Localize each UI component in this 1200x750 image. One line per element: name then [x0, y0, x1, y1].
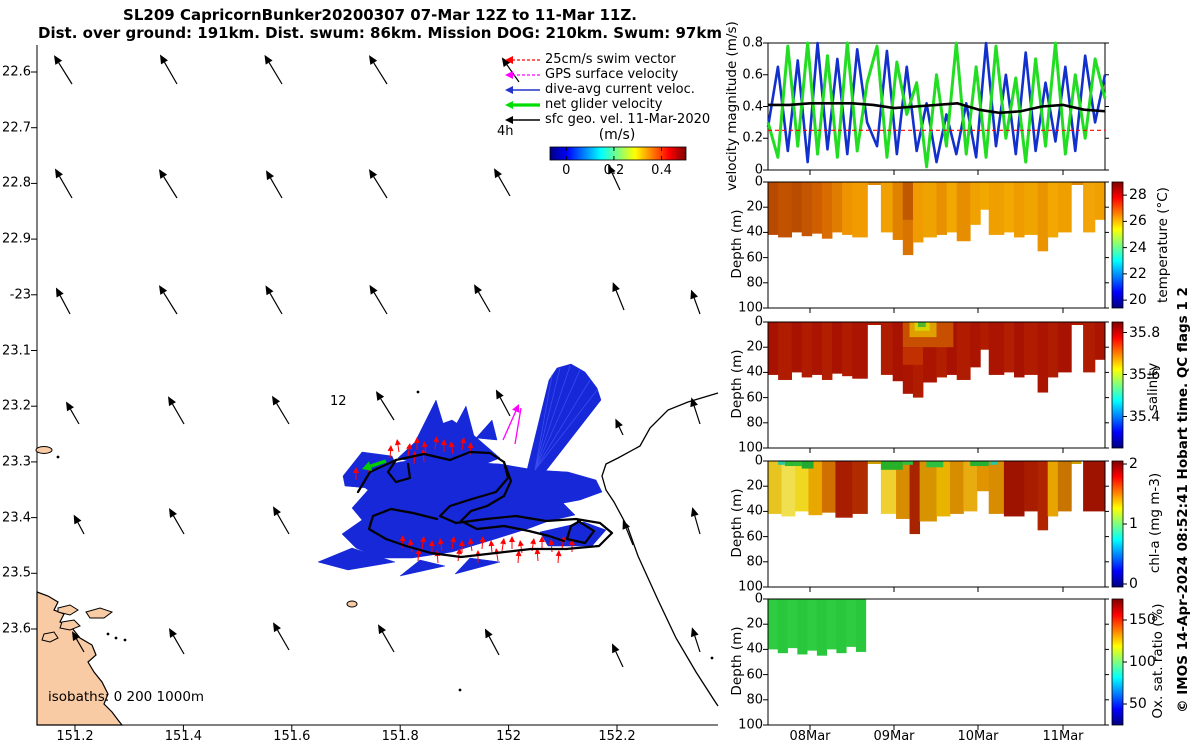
map-colorbar-tick-label: 0.2	[603, 163, 625, 178]
depth-y-tick-label: 60	[746, 529, 763, 545]
legend-item-swim-vector: 25cm/s swim vector	[545, 52, 676, 67]
map-y-tick-label: 23.5	[2, 565, 31, 581]
imos-credit-line: © IMOS 14-Apr-2024 08:52:41 Hobart time.…	[1175, 287, 1191, 713]
depth-y-tick-label: 20	[746, 339, 763, 355]
velocity-y-tick-label: 0.4	[742, 99, 763, 114]
depth-y-tick-label: 80	[746, 275, 763, 291]
colorbar-label-oxygen: Ox. sat. ratio (%)	[1150, 603, 1166, 719]
depth-y-tick-label: 0	[754, 453, 763, 469]
depth-y-tick-label: 0	[754, 174, 763, 190]
colorbar-label-salinity: salinity	[1145, 362, 1161, 412]
depth-y-tick-label: 80	[746, 415, 763, 431]
colorbar-label-temperature: temperature (°C)	[1155, 187, 1171, 303]
map-x-tick-label: 152.2	[598, 729, 636, 744]
date-x-tick-label: 09Mar	[873, 729, 915, 744]
map-colorbar-tick-label: 0	[562, 163, 571, 178]
map-y-tick-label: -23	[9, 287, 31, 303]
map-y-tick-label: 22.6	[2, 64, 31, 80]
waypoint-12-label: 12	[330, 394, 347, 409]
depth-y-tick-label: 20	[746, 616, 763, 632]
depth-y-tick-label: 60	[746, 250, 763, 266]
colorbar-tick-label-oxygen: 100	[1129, 654, 1156, 670]
map-legend-graphics	[505, 56, 687, 161]
map-panel	[31, 45, 719, 731]
colorbar-label-chla: chl-a (mg m-3)	[1147, 472, 1163, 574]
figure-subtitle: Dist. over ground: 191km. Dist. swum: 86…	[38, 24, 722, 42]
colorbar-tick-label-salinity: 35.8	[1129, 324, 1161, 341]
depth-y-tick-label: 40	[746, 364, 763, 380]
colorbar-tick-label-salinity: 35.6	[1129, 366, 1161, 383]
map-y-tick-label: 23.4	[2, 510, 31, 526]
velocity-y-tick-label: 0.8	[742, 35, 763, 51]
map-y-tick-label: 22.7	[2, 120, 31, 136]
velocity-y-tick-label: 0	[754, 162, 763, 178]
figure-title: SL209 CapricornBunker20200307 07-Mar 12Z…	[123, 6, 637, 24]
map-x-tick-label: 152	[496, 729, 522, 744]
depth-ylabel-temperature: Depth (m)	[729, 209, 745, 279]
map-y-tick-label: 23.6	[2, 621, 31, 637]
colorbar-tick-label-temperature: 26	[1129, 213, 1147, 230]
colorbar-tick-label-temperature: 24	[1129, 239, 1147, 256]
velocity-ylabel: velocity magnitude (m/s)	[724, 21, 740, 191]
legend-item-dive-avg: dive-avg current veloc.	[545, 82, 695, 97]
velocity-y-tick-label: 0.2	[742, 130, 763, 146]
legend-item-gps-velocity: GPS surface velocity	[545, 67, 679, 82]
colorbar-tick-label-chla: 0	[1129, 576, 1138, 592]
map-x-tick-label: 151.2	[56, 729, 94, 744]
colorbar-tick-label-salinity: 35.4	[1129, 408, 1161, 425]
map-x-tick-label: 151.8	[381, 729, 419, 744]
depth-ylabel-salinity: Depth (m)	[729, 349, 745, 419]
colorbar-tick-label-oxygen: 50	[1129, 696, 1147, 712]
depth-y-tick-label: 60	[746, 390, 763, 406]
colorbar-tick-label-oxygen: 150	[1129, 612, 1156, 628]
legend-colorbar-title: (m/s)	[598, 127, 636, 143]
colorbar-tick-label-chla: 2	[1129, 456, 1138, 472]
legend-item-net-glider: net glider velocity	[545, 97, 663, 112]
map-y-tick-label: 23.3	[2, 454, 31, 470]
depth-y-tick-label: 40	[746, 503, 763, 519]
depth-y-tick-label: 100	[738, 717, 763, 733]
map-y-tick-label: 23.2	[2, 398, 31, 414]
map-x-tick-label: 151.6	[273, 729, 311, 744]
depth-y-tick-label: 0	[754, 314, 763, 330]
isobaths-label: isobaths: 0 200 1000m	[48, 689, 205, 705]
date-x-tick-label: 11Mar	[1042, 729, 1084, 744]
depth-y-tick-label: 100	[738, 579, 763, 595]
timeseries-panels	[763, 41, 1127, 730]
map-y-tick-label: 23.1	[2, 343, 31, 358]
colorbar-tick-label-temperature: 28	[1129, 187, 1147, 204]
legend-time-label: 4h	[497, 124, 514, 139]
map-y-tick-label: 22.8	[2, 175, 31, 191]
depth-y-tick-label: 40	[746, 224, 763, 240]
colorbar-tick-label-temperature: 22	[1129, 265, 1147, 282]
depth-y-tick-label: 100	[738, 300, 763, 316]
depth-y-tick-label: 100	[738, 440, 763, 456]
velocity-y-tick-label: 0.6	[742, 67, 763, 83]
colorbar-tick-label-chla: 1	[1129, 516, 1138, 532]
depth-y-tick-label: 80	[746, 554, 763, 570]
colorbar-tick-label-temperature: 20	[1129, 292, 1147, 309]
depth-y-tick-label: 60	[746, 667, 763, 683]
map-colorbar-tick-label: 0.4	[651, 163, 672, 178]
depth-y-tick-label: 20	[746, 478, 763, 494]
map-x-tick-label: 151.4	[164, 729, 202, 744]
date-x-tick-label: 10Mar	[957, 729, 999, 744]
date-x-tick-label: 08Mar	[789, 729, 831, 744]
depth-y-tick-label: 0	[754, 591, 763, 607]
depth-ylabel-chla: Depth (m)	[729, 488, 745, 558]
depth-y-tick-label: 80	[746, 692, 763, 708]
map-y-tick-label: 22.9	[2, 231, 31, 247]
depth-y-tick-label: 20	[746, 199, 763, 215]
depth-ylabel-oxygen: Depth (m)	[729, 626, 745, 696]
depth-y-tick-label: 40	[746, 641, 763, 657]
legend-item-sfc-geo: sfc geo. vel. 11-Mar-2020	[545, 112, 711, 127]
